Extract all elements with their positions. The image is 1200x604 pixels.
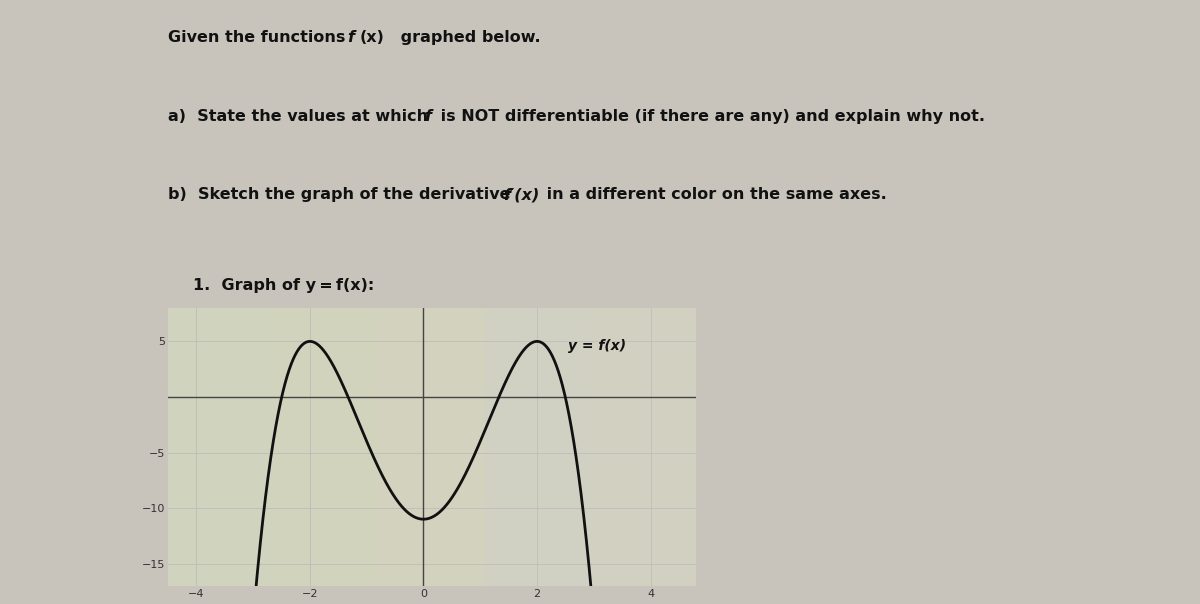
- Text: f′(x): f′(x): [504, 187, 540, 202]
- Text: y = f(x): y = f(x): [569, 339, 626, 353]
- Text: b)  Sketch the graph of the derivative: b) Sketch the graph of the derivative: [168, 187, 516, 202]
- Text: (x): (x): [360, 30, 384, 45]
- Text: 1.  Graph of y = f(x):: 1. Graph of y = f(x):: [193, 278, 374, 293]
- Text: graphed below.: graphed below.: [395, 30, 540, 45]
- Text: is NOT differentiable (if there are any) and explain why not.: is NOT differentiable (if there are any)…: [436, 109, 985, 124]
- Text: in a different color on the same axes.: in a different color on the same axes.: [541, 187, 887, 202]
- Bar: [379, 308, 485, 586]
- Bar: [485, 308, 590, 586]
- Text: f: f: [424, 109, 431, 124]
- Text: a)  State the values at which: a) State the values at which: [168, 109, 433, 124]
- Bar: [168, 308, 274, 586]
- Text: f: f: [348, 30, 354, 45]
- Bar: [274, 308, 379, 586]
- Text: Given the functions: Given the functions: [168, 30, 352, 45]
- Bar: [590, 308, 696, 586]
